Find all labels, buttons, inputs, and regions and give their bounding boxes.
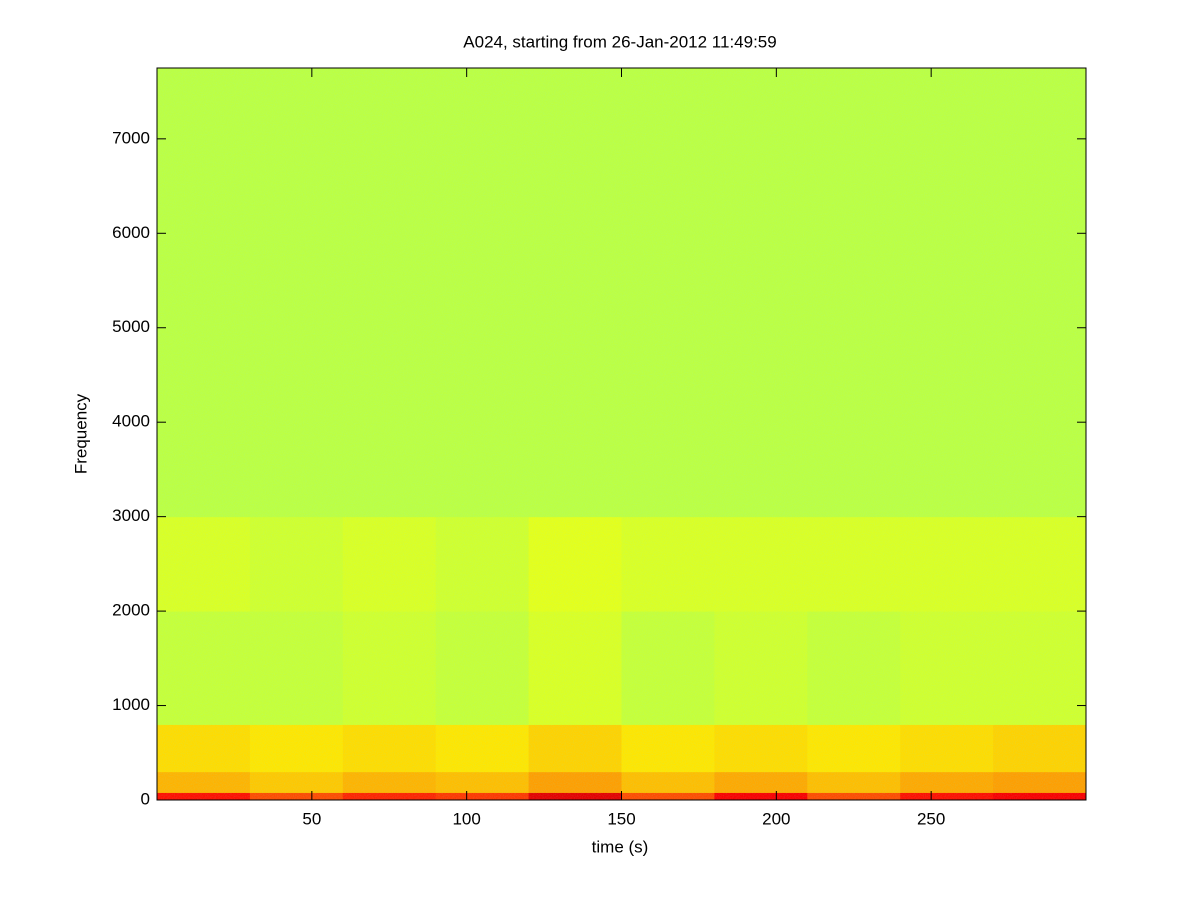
- y-tick-label: 3000: [112, 506, 150, 525]
- y-tick-label: 0: [141, 789, 150, 808]
- y-tick-label: 1000: [112, 695, 150, 714]
- y-tick-label: 2000: [112, 601, 150, 620]
- x-tick-label: 200: [762, 809, 790, 828]
- chart-title: A024, starting from 26-Jan-2012 11:49:59: [463, 32, 776, 51]
- x-tick-label: 100: [452, 809, 480, 828]
- y-tick-label: 6000: [112, 223, 150, 242]
- y-axis-label: Frequency: [71, 393, 90, 474]
- y-tick-label: 4000: [112, 412, 150, 431]
- x-tick-label: 150: [607, 809, 635, 828]
- y-tick-label: 5000: [112, 317, 150, 336]
- x-axis-label: time (s): [592, 837, 649, 856]
- x-tick-label: 250: [917, 809, 945, 828]
- y-tick-label: 7000: [112, 128, 150, 147]
- texture: [157, 68, 1086, 800]
- x-tick-label: 50: [302, 809, 321, 828]
